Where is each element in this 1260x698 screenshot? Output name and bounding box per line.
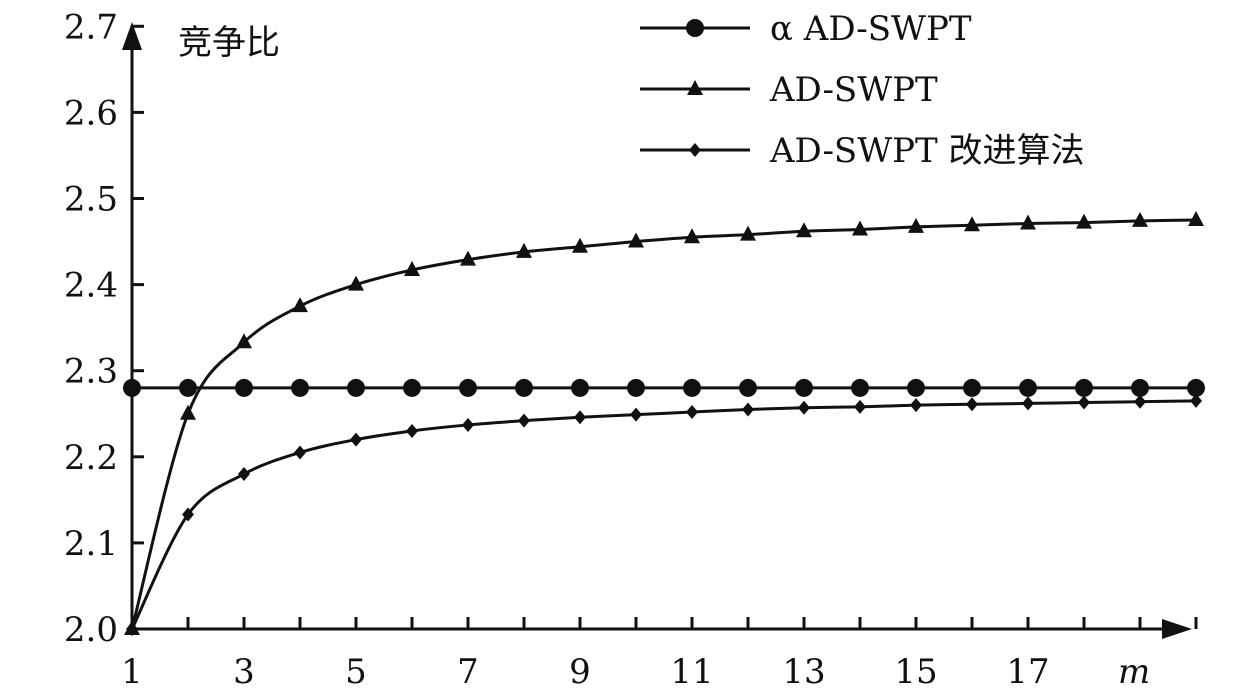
y-tick-label: 2.3 xyxy=(64,352,118,392)
legend-label: AD-SWPT 改进算法 xyxy=(769,131,1085,171)
data-point xyxy=(910,398,922,413)
series-2 xyxy=(126,393,1202,636)
legend-item: AD-SWPT 改进算法 xyxy=(640,131,1085,171)
data-point xyxy=(516,242,532,258)
data-point xyxy=(907,378,925,397)
y-tick-label: 2.6 xyxy=(64,93,118,133)
data-point xyxy=(238,467,250,482)
data-point xyxy=(1132,211,1148,227)
data-point xyxy=(294,445,306,460)
y-tick-label: 2.2 xyxy=(64,438,118,478)
data-point xyxy=(123,378,141,397)
y-tick-label: 2.5 xyxy=(64,180,118,220)
x-axis-arrow xyxy=(1162,619,1192,639)
x-tick-label: 9 xyxy=(569,652,591,692)
y-tick-label: 2.0 xyxy=(64,610,118,650)
data-point xyxy=(292,297,308,313)
x-tick-label: 13 xyxy=(782,652,825,692)
data-point xyxy=(403,378,421,397)
data-point xyxy=(1020,214,1036,230)
y-tick-label: 2.7 xyxy=(64,7,118,47)
data-point xyxy=(630,407,642,422)
data-point xyxy=(518,413,530,428)
x-tick-label: 7 xyxy=(457,652,479,692)
y-tick-label: 2.1 xyxy=(64,524,118,564)
data-point xyxy=(572,237,588,253)
data-point xyxy=(1075,378,1093,397)
data-point xyxy=(460,250,476,266)
legend-marker xyxy=(686,19,704,37)
legend-label: AD-SWPT xyxy=(769,70,938,110)
data-point xyxy=(628,232,644,248)
legend-marker xyxy=(687,80,703,95)
data-point xyxy=(459,378,477,397)
legend-label: α AD-SWPT xyxy=(770,9,972,49)
y-tick-label: 2.4 xyxy=(64,266,118,306)
x-tick-label: 17 xyxy=(1006,652,1049,692)
data-point xyxy=(686,405,698,420)
data-point xyxy=(180,404,196,420)
data-point xyxy=(291,378,309,397)
axes: 2.02.12.22.32.42.52.62.71 3 5 7 9 11 13 15 17 xyxy=(64,7,1198,692)
data-point xyxy=(739,378,757,397)
data-point xyxy=(742,402,754,417)
data-point xyxy=(350,432,362,447)
series-line xyxy=(130,218,1197,630)
data-point xyxy=(963,378,981,397)
data-point xyxy=(966,397,978,412)
series-1 xyxy=(124,211,1204,635)
data-point xyxy=(1190,393,1202,408)
data-point xyxy=(851,378,869,397)
data-point xyxy=(796,222,812,238)
data-point xyxy=(571,378,589,397)
y-axis-arrow xyxy=(122,22,142,50)
data-point xyxy=(1078,395,1090,410)
legend-item: AD-SWPT xyxy=(640,70,938,110)
series-layer xyxy=(123,211,1205,636)
x-tick-label: 5 xyxy=(345,652,367,692)
legend-item: α AD-SWPT xyxy=(640,9,972,49)
data-point xyxy=(406,423,418,438)
y-axis-title: 竞争比 xyxy=(178,23,280,63)
data-point xyxy=(1019,378,1037,397)
data-point xyxy=(235,378,253,397)
series-0 xyxy=(123,378,1205,397)
data-point xyxy=(908,217,924,233)
x-tick-label: 3 xyxy=(233,652,255,692)
data-point xyxy=(1187,378,1205,397)
x-tick-label: 11 xyxy=(670,652,713,692)
data-point xyxy=(1022,396,1034,411)
data-point xyxy=(515,378,533,397)
x-tick-label: 15 xyxy=(894,652,937,692)
data-point xyxy=(795,378,813,397)
data-point xyxy=(404,260,420,276)
data-point xyxy=(1134,394,1146,409)
data-point xyxy=(798,400,810,415)
data-point xyxy=(1131,378,1149,397)
data-point xyxy=(854,399,866,414)
data-point xyxy=(852,220,868,236)
data-point xyxy=(236,333,252,349)
data-point xyxy=(627,378,645,397)
data-point xyxy=(1188,211,1204,227)
data-point xyxy=(683,378,701,397)
legend-marker xyxy=(689,143,701,157)
data-point xyxy=(182,507,194,522)
data-point xyxy=(740,225,756,241)
data-point xyxy=(1076,213,1092,229)
x-axis-title: m xyxy=(1118,652,1150,692)
data-point xyxy=(462,417,474,432)
data-point xyxy=(684,228,700,244)
data-point xyxy=(964,216,980,232)
data-point xyxy=(179,378,197,397)
data-point xyxy=(574,410,586,425)
series-line xyxy=(130,399,1197,630)
legend: α AD-SWPT AD-SWPT AD-SWPT 改进算法 xyxy=(640,9,1085,171)
data-point xyxy=(347,378,365,397)
data-point xyxy=(348,275,364,291)
data-point xyxy=(126,622,138,636)
x-tick-label: 1 xyxy=(121,652,143,692)
